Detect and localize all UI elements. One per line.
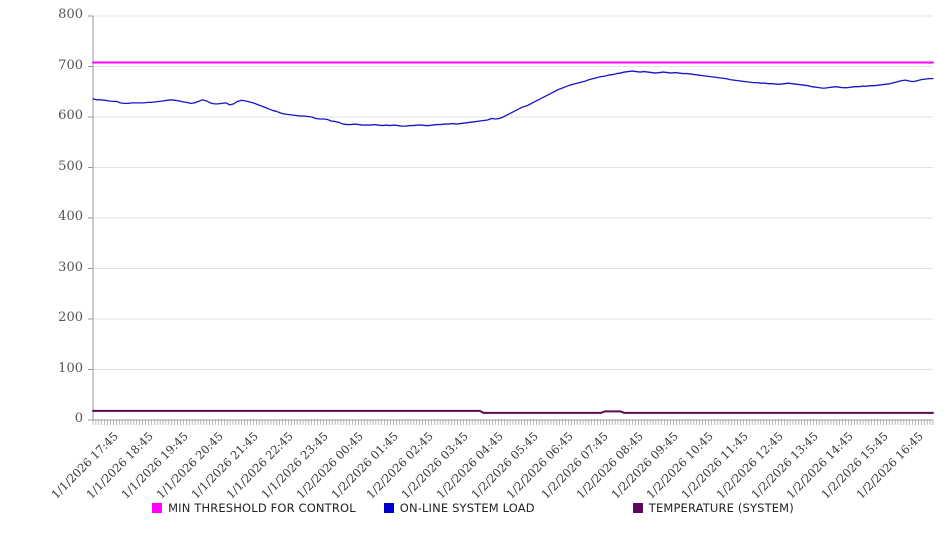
legend-swatch-icon: [152, 503, 163, 513]
legend-swatch-icon: [632, 503, 643, 513]
series-line-2: [92, 409, 934, 414]
y-axis-tick-label: 600: [58, 108, 83, 123]
y-axis-tick-label: 300: [58, 259, 83, 275]
chart-legend: MIN THRESHOLD FOR CONTROL ON-LINE SYSTEM …: [0, 495, 946, 521]
y-axis-tick-label: 500: [58, 158, 83, 174]
legend-item[interactable]: MIN THRESHOLD FOR CONTROL: [152, 501, 356, 515]
line-chart-plot: [88, 15, 934, 425]
legend-label: TEMPERATURE (SYSTEM): [648, 501, 794, 515]
legend-label: ON-LINE SYSTEM LOAD: [399, 501, 535, 515]
y-axis-tick-label: 700: [58, 57, 83, 73]
chart-container: 800 700 600 500 400 300 200 100 0 1/1/2026 17:45…: [0, 7, 946, 521]
legend-item[interactable]: ON-LINE SYSTEM LOAD: [383, 501, 535, 515]
y-axis-tick-label: 200: [58, 310, 83, 325]
y-axis-tick-label: 0: [74, 411, 83, 426]
y-axis-tick-label: 100: [58, 360, 83, 376]
legend-label: MIN THRESHOLD FOR CONTROL: [168, 501, 356, 515]
y-axis-tick-label: 400: [58, 209, 83, 224]
legend-item[interactable]: TEMPERATURE (SYSTEM): [632, 501, 794, 515]
legend-swatch-icon: [383, 503, 394, 513]
series-line-1: [92, 70, 934, 127]
y-axis-tick-label: 800: [58, 7, 83, 22]
